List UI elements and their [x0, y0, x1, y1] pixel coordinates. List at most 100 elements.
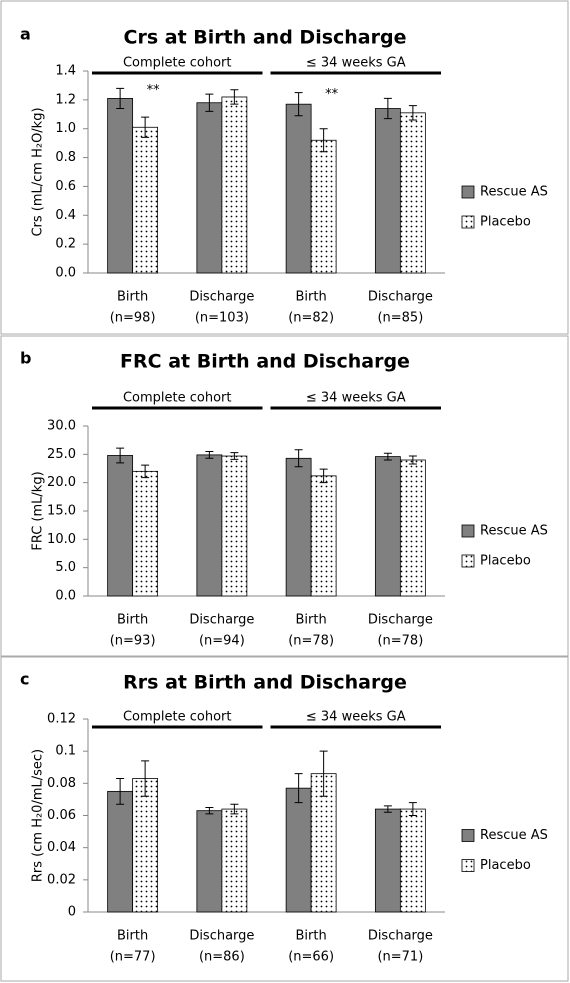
error-bar: [205, 93, 214, 112]
panel-border: [0, 335, 569, 657]
chart-title: Crs at Birth and Discharge: [124, 27, 407, 49]
error-bar: [230, 452, 239, 460]
x-tick-label: Discharge: [189, 290, 254, 305]
x-tick-sublabel: (n=82): [288, 311, 334, 326]
group-label: Complete cohort: [123, 710, 232, 725]
error-bar: [383, 97, 392, 120]
y-tick-label: 0.4: [55, 208, 76, 223]
error-bar: [294, 92, 303, 117]
x-tick-label: Birth: [117, 290, 148, 305]
error-bar: [319, 128, 328, 153]
x-tick-label: Discharge: [368, 290, 433, 305]
error-bar: [294, 449, 303, 468]
bar: [399, 808, 426, 913]
x-tick-sublabel: (n=66): [288, 950, 334, 965]
legend-label: Rescue AS: [480, 828, 548, 843]
error-bar: [141, 116, 150, 138]
group-label: ≤ 34 weeks GA: [306, 56, 406, 71]
error-bar: [205, 451, 214, 459]
y-tick-label: 25.0: [47, 447, 76, 462]
bar: [107, 790, 134, 913]
error-bar: [383, 452, 392, 461]
x-tick-sublabel: (n=86): [199, 950, 245, 965]
bar: [285, 103, 312, 274]
chart-title: FRC at Birth and Discharge: [120, 351, 410, 373]
y-tick-label: 0.8: [55, 150, 76, 165]
bar: [374, 456, 401, 597]
error-bar: [205, 806, 214, 815]
x-tick-label: Discharge: [189, 929, 254, 944]
panel-label: b: [20, 349, 31, 368]
legend-swatch: [461, 215, 475, 229]
panel-border: [0, 656, 569, 982]
y-tick-label: 30.0: [47, 419, 76, 434]
y-tick-label: 0.0: [55, 589, 76, 604]
y-tick-label: 10.0: [47, 532, 76, 547]
x-tick-sublabel: (n=78): [377, 634, 423, 649]
x-tick-label: Birth: [117, 613, 148, 628]
bar: [132, 778, 159, 913]
annotation: **: [147, 83, 161, 98]
x-tick-label: Discharge: [368, 613, 433, 628]
x-tick-sublabel: (n=98): [110, 311, 156, 326]
bar: [310, 773, 337, 913]
bar: [399, 459, 426, 597]
y-tick-label: 0.02: [47, 872, 76, 887]
legend-swatch: [461, 185, 475, 199]
x-tick-label: Birth: [296, 613, 327, 628]
error-bar: [230, 803, 239, 815]
x-tick-label: Discharge: [368, 929, 433, 944]
y-tick-label: 0.12: [47, 712, 76, 727]
bar: [285, 457, 312, 597]
y-tick-label: 0.06: [47, 808, 76, 823]
chart-title: Rrs at Birth and Discharge: [123, 672, 407, 694]
y-tick-label: 5.0: [55, 560, 76, 575]
group-label: Complete cohort: [123, 391, 232, 406]
legend-swatch: [461, 859, 475, 872]
y-axis-label: FRC (mL/kg): [31, 471, 46, 550]
annotation: **: [325, 87, 339, 102]
y-tick-label: 20.0: [47, 475, 76, 490]
y-tick-label: 0.6: [55, 179, 76, 194]
y-tick-label: 0.1: [55, 744, 76, 759]
bar: [310, 475, 337, 597]
bar: [132, 126, 159, 274]
error-bar: [408, 455, 417, 465]
y-tick-label: 15.0: [47, 504, 76, 519]
x-tick-label: Discharge: [189, 613, 254, 628]
legend-label: Placebo: [480, 554, 531, 569]
legend-label: Rescue AS: [480, 524, 548, 539]
bar: [221, 808, 248, 913]
bar: [196, 454, 223, 597]
error-bar: [230, 89, 239, 105]
legend-label: Rescue AS: [480, 185, 548, 200]
error-bar: [319, 750, 328, 797]
bar: [221, 96, 248, 274]
error-bar: [141, 760, 150, 797]
bar: [196, 810, 223, 913]
bar: [196, 102, 223, 274]
y-tick-label: 1.2: [55, 92, 76, 107]
panel-label: c: [20, 670, 29, 689]
x-tick-sublabel: (n=93): [110, 634, 156, 649]
group-label: Complete cohort: [123, 56, 232, 71]
y-tick-label: 0.2: [55, 237, 76, 252]
error-bar: [383, 805, 392, 813]
x-tick-sublabel: (n=94): [199, 634, 245, 649]
bar: [374, 108, 401, 274]
error-bar: [408, 105, 417, 121]
y-tick-label: 0.0: [55, 266, 76, 281]
bar: [107, 455, 134, 597]
y-axis-label: Crs (mL/cm H₂O/kg): [31, 107, 46, 236]
legend-swatch: [461, 524, 475, 538]
bar: [399, 112, 426, 274]
y-tick-label: 0.08: [47, 776, 76, 791]
group-label: ≤ 34 weeks GA: [306, 391, 406, 406]
error-bar: [116, 87, 125, 110]
legend-label: Placebo: [480, 858, 531, 873]
error-bar: [319, 468, 328, 484]
bar: [132, 470, 159, 597]
x-tick-label: Birth: [117, 929, 148, 944]
bar: [107, 98, 134, 274]
